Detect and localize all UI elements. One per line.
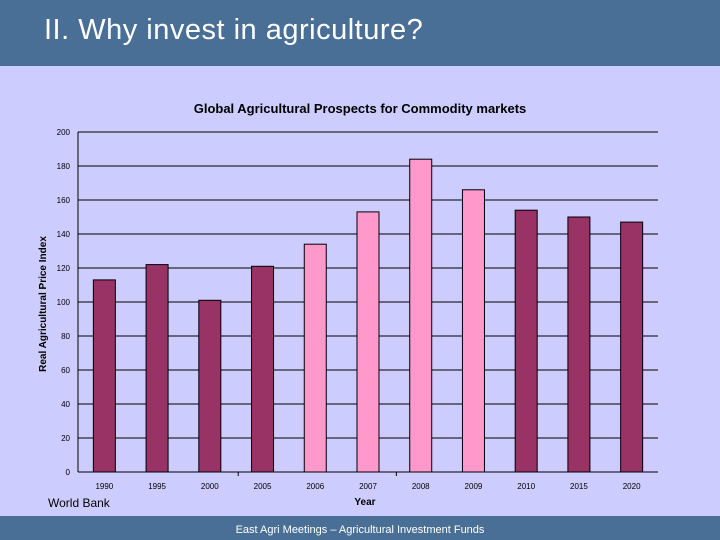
bar-2006 [303,243,327,473]
y-tick-label: 200 [57,128,71,137]
chart-title: Global Agricultural Prospects for Commod… [193,101,527,116]
footer-text: East Agri Meetings – Agricultural Invest… [235,524,485,536]
y-tick-label: 0 [66,468,71,477]
x-tick-label: 2000 [201,482,219,491]
y-tick-label: 60 [61,366,70,375]
x-tick-label: 2007 [359,482,377,491]
y-tick-label: 120 [57,264,71,273]
bar-2000 [198,299,222,473]
y-tick-label: 180 [57,162,71,171]
y-tick-label: 40 [61,400,70,409]
x-tick-label: 2006 [306,482,324,491]
bar-2015 [567,216,591,473]
source-note: World Bank [48,496,110,510]
bar-2008 [409,158,433,473]
y-axis-label: Real Agricultural Price Index [38,236,49,372]
axes: 0 20 40 60 80 100 120 140 160 180 200 1990 1995 2000 2… [57,128,658,491]
y-tick-label: 80 [61,332,70,341]
bars [92,158,644,473]
footer-bar [0,516,720,540]
x-tick-label: 2020 [623,482,641,491]
x-axis-label: Year [354,497,375,508]
slide-title: II. Why invest in agriculture? [44,14,424,46]
bar-1995 [145,264,169,473]
x-tick-label: 1995 [148,482,166,491]
x-tick-label: 2009 [465,482,483,491]
x-tick-label: 2008 [412,482,430,491]
header-bar [0,0,720,66]
y-tick-label: 140 [57,230,71,239]
bar-2020 [620,221,644,473]
bar-2010 [514,209,538,473]
x-tick-label: 2015 [570,482,588,491]
bar-2007 [356,211,380,473]
x-tick-label: 2005 [254,482,272,491]
y-tick-label: 160 [57,196,71,205]
x-tick-label: 1990 [95,482,113,491]
y-tick-label: 20 [61,434,70,443]
bar-1990 [92,279,116,473]
y-tick-label: 100 [57,298,71,307]
x-tick-label: 2010 [517,482,535,491]
bar-2005 [251,265,275,473]
bar-2009 [461,189,485,473]
